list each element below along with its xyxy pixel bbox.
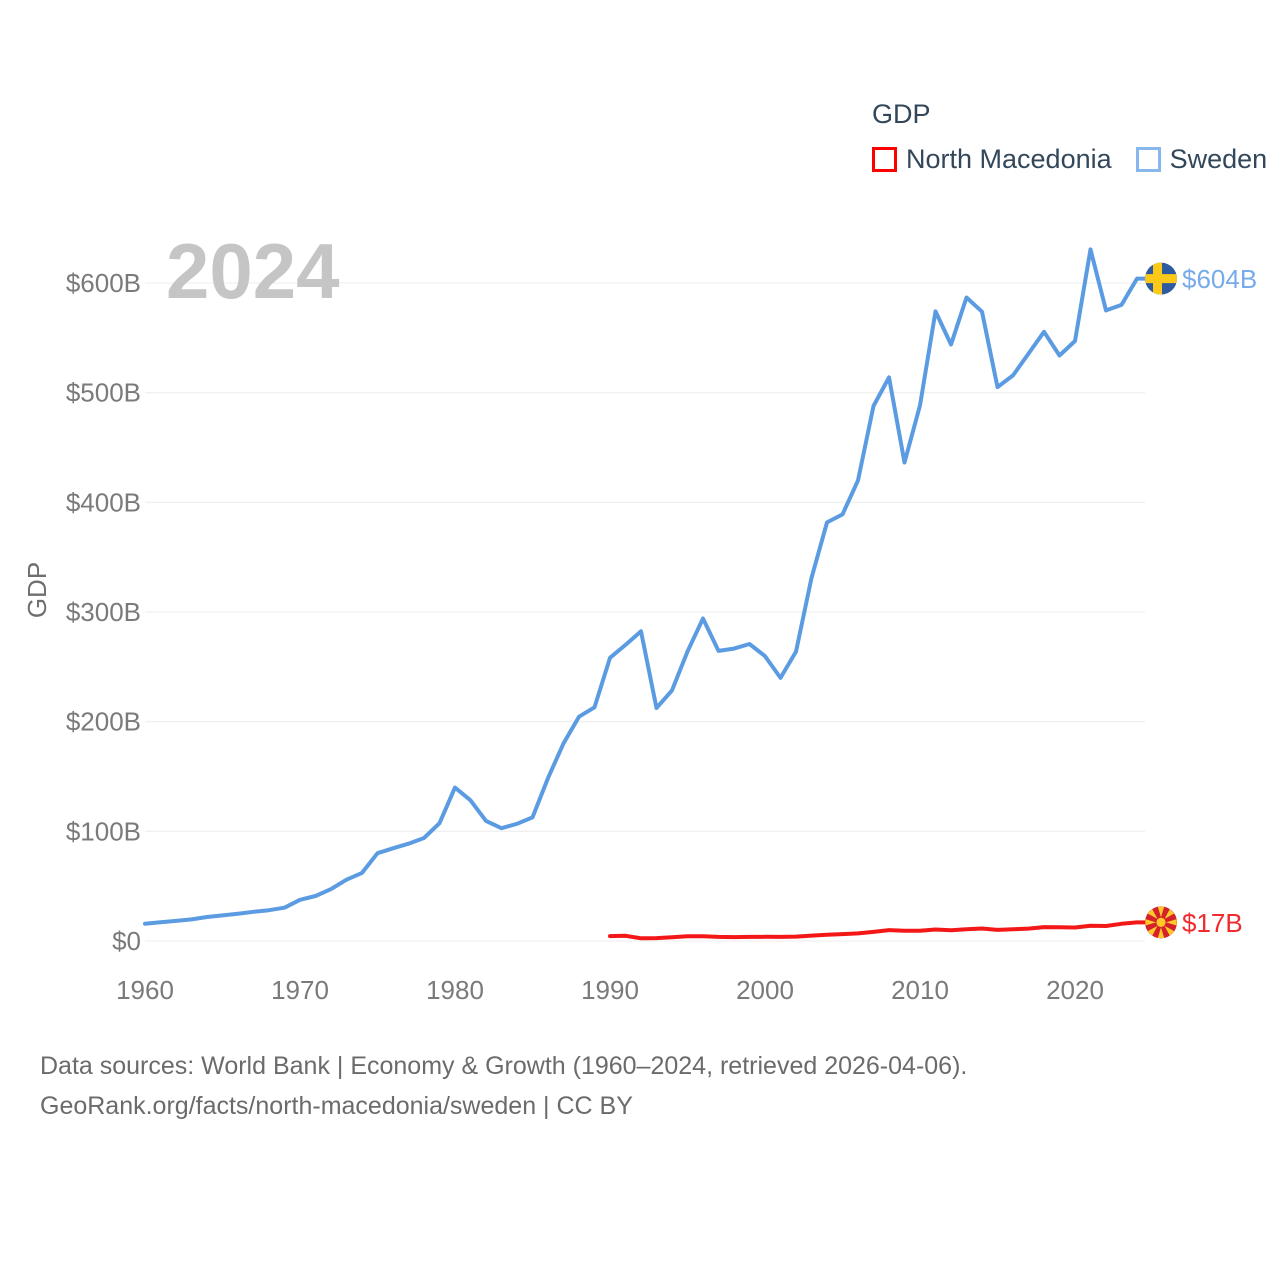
- gdp-chart: $0 $100B $200B $300B $400B $500B $600B 1960 1970…: [22, 247, 1257, 1005]
- x-tick-label: 2010: [891, 975, 949, 1005]
- sweden-flag-icon[interactable]: [1145, 262, 1177, 295]
- legend-label-north-macedonia: North Macedonia: [906, 144, 1112, 174]
- x-tick-label: 1990: [581, 975, 639, 1005]
- y-tick-label: $0: [112, 926, 141, 956]
- x-tick-label: 2020: [1046, 975, 1104, 1005]
- y-tick-label: $100B: [66, 816, 141, 846]
- legend-items: North Macedonia Sweden: [872, 144, 1267, 175]
- y-tick-label: $400B: [66, 487, 141, 517]
- north-macedonia-swatch-icon: [872, 147, 897, 172]
- series-line-north-macedonia[interactable]: [608, 920, 1163, 941]
- x-tick-label: 2000: [736, 975, 794, 1005]
- end-value-label-sweden: $604B: [1182, 264, 1257, 294]
- data-source-line: Data sources: World Bank | Economy & Gro…: [40, 1052, 968, 1080]
- attribution-footer: Data sources: World Bank | Economy & Gro…: [40, 1046, 967, 1126]
- sweden-swatch-icon: [1135, 147, 1161, 172]
- legend-label-sweden: Sweden: [1169, 144, 1268, 174]
- chart-legend: GDP North Macedonia Sweden: [872, 99, 1267, 175]
- series-line-sweden[interactable]: [143, 247, 1163, 926]
- y-axis-title: GDP: [22, 562, 52, 618]
- legend-item-north-macedonia[interactable]: North Macedonia: [872, 144, 1112, 175]
- legend-title: GDP: [872, 99, 931, 129]
- x-tick-label: 1980: [426, 975, 484, 1005]
- y-tick-label: $600B: [66, 268, 141, 298]
- x-tick-label: 1970: [271, 975, 329, 1005]
- legend-item-sweden[interactable]: Sweden: [1135, 144, 1268, 175]
- source-url-line: GeoRank.org/facts/north-macedonia/sweden…: [40, 1092, 633, 1120]
- north-macedonia-flag-icon[interactable]: [1145, 906, 1177, 939]
- end-value-label-north-macedonia: $17B: [1182, 908, 1243, 938]
- y-tick-label: $500B: [66, 378, 141, 408]
- x-tick-label: 1960: [116, 975, 174, 1005]
- year-watermark: 2024: [166, 227, 340, 315]
- y-tick-label: $200B: [66, 707, 141, 737]
- y-tick-label: $300B: [66, 597, 141, 627]
